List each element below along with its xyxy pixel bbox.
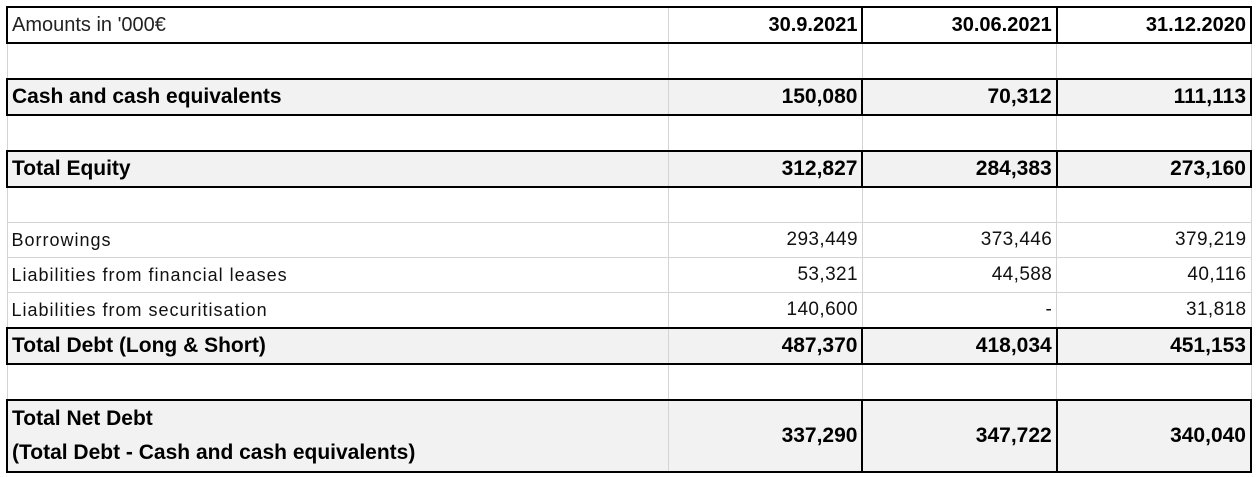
empty-cell	[6, 186, 669, 223]
cash-value-31-12-2020: 111,113	[1056, 78, 1253, 116]
net-debt-label: Total Net Debt (Total Debt - Cash and ca…	[5, 399, 669, 473]
empty-cell	[1056, 42, 1252, 80]
leases-value-30-06-2021: 44,588	[861, 257, 1058, 293]
net-debt-label-title: Total Net Debt	[12, 407, 153, 430]
net-debt-value-30-06-2021: 347,722	[861, 399, 1058, 473]
empty-cell	[6, 363, 669, 401]
leases-row: Liabilities from financial leases 53,321…	[6, 257, 1252, 293]
blank-row	[6, 186, 1252, 223]
borrowings-value-30-9-2021: 293,449	[667, 222, 863, 258]
securitisation-value-31-12-2020: 31,818	[1056, 292, 1252, 329]
blank-row	[6, 42, 1252, 80]
header-row: Amounts in '000€ 30.9.2021 30.06.2021 31…	[5, 6, 1253, 44]
total-debt-value-30-9-2021: 487,370	[667, 327, 864, 365]
net-debt-label-formula: (Total Debt - Cash and cash equivalents)	[12, 441, 416, 464]
securitisation-value-30-06-2021: -	[861, 292, 1058, 329]
empty-cell	[1056, 114, 1252, 152]
empty-cell	[1056, 186, 1252, 223]
borrowings-row: Borrowings 293,449 373,446 379,219	[6, 222, 1252, 258]
borrowings-label: Borrowings	[6, 222, 669, 258]
column-header-30-06-2021: 30.06.2021	[861, 6, 1058, 44]
empty-cell	[6, 114, 669, 152]
empty-cell	[1056, 363, 1252, 401]
amounts-unit-label: Amounts in '000€	[5, 6, 669, 44]
securitisation-row: Liabilities from securitisation 140,600 …	[6, 292, 1252, 329]
leases-value-31-12-2020: 40,116	[1056, 257, 1252, 293]
total-debt-label: Total Debt (Long & Short)	[5, 327, 669, 365]
column-header-31-12-2020: 31.12.2020	[1056, 6, 1253, 44]
blank-row	[6, 363, 1252, 401]
empty-cell	[861, 186, 1058, 223]
empty-cell	[667, 363, 863, 401]
empty-cell	[861, 42, 1058, 80]
total-debt-value-30-06-2021: 418,034	[861, 327, 1058, 365]
empty-cell	[6, 42, 669, 80]
cash-value-30-06-2021: 70,312	[861, 78, 1058, 116]
empty-cell	[861, 114, 1058, 152]
blank-row	[6, 114, 1252, 152]
equity-row: Total Equity 312,827 284,383 273,160	[5, 150, 1253, 188]
empty-cell	[667, 114, 863, 152]
securitisation-value-30-9-2021: 140,600	[667, 292, 863, 329]
cash-label: Cash and cash equivalents	[5, 78, 669, 116]
total-debt-row: Total Debt (Long & Short) 487,370 418,03…	[5, 327, 1253, 365]
leases-value-30-9-2021: 53,321	[667, 257, 863, 293]
net-debt-table: Amounts in '000€ 30.9.2021 30.06.2021 31…	[5, 6, 1253, 473]
equity-label: Total Equity	[5, 150, 669, 188]
equity-value-30-9-2021: 312,827	[667, 150, 864, 188]
empty-cell	[861, 363, 1058, 401]
borrowings-value-30-06-2021: 373,446	[861, 222, 1058, 258]
cash-value-30-9-2021: 150,080	[667, 78, 864, 116]
leases-label: Liabilities from financial leases	[6, 257, 669, 293]
net-debt-value-30-9-2021: 337,290	[667, 399, 864, 473]
column-header-30-9-2021: 30.9.2021	[667, 6, 864, 44]
total-debt-value-31-12-2020: 451,153	[1056, 327, 1253, 365]
net-debt-value-31-12-2020: 340,040	[1056, 399, 1253, 473]
empty-cell	[667, 186, 863, 223]
securitisation-label: Liabilities from securitisation	[6, 292, 669, 329]
equity-value-31-12-2020: 273,160	[1056, 150, 1253, 188]
cash-row: Cash and cash equivalents 150,080 70,312…	[5, 78, 1253, 116]
empty-cell	[667, 42, 863, 80]
equity-value-30-06-2021: 284,383	[861, 150, 1058, 188]
net-debt-row: Total Net Debt (Total Debt - Cash and ca…	[5, 399, 1253, 473]
borrowings-value-31-12-2020: 379,219	[1056, 222, 1252, 258]
